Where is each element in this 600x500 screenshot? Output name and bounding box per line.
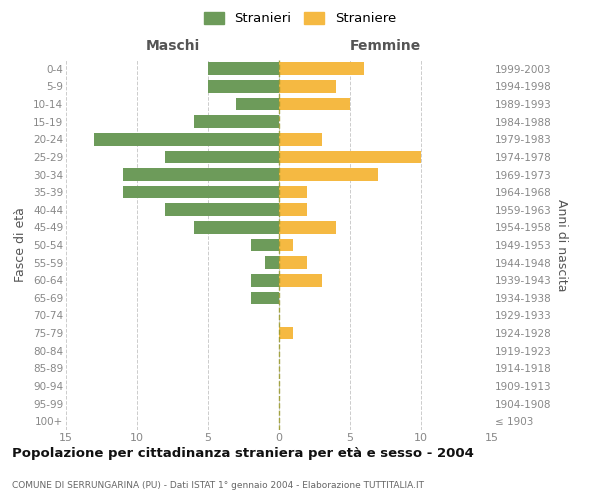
Bar: [279, 168, 379, 181]
Bar: [236, 98, 279, 110]
Bar: [279, 186, 307, 198]
Text: Femmine: Femmine: [350, 38, 421, 52]
Bar: [194, 221, 279, 234]
Bar: [208, 62, 279, 75]
Bar: [279, 327, 293, 340]
Bar: [279, 256, 307, 269]
Bar: [166, 204, 279, 216]
Bar: [279, 133, 322, 145]
Bar: [279, 150, 421, 163]
Bar: [123, 186, 279, 198]
Y-axis label: Anni di nascita: Anni di nascita: [555, 198, 568, 291]
Text: Maschi: Maschi: [145, 38, 200, 52]
Text: Popolazione per cittadinanza straniera per età e sesso - 2004: Popolazione per cittadinanza straniera p…: [12, 448, 474, 460]
Bar: [279, 274, 322, 286]
Bar: [279, 238, 293, 252]
Bar: [279, 62, 364, 75]
Bar: [194, 116, 279, 128]
Bar: [265, 256, 279, 269]
Bar: [208, 80, 279, 93]
Bar: [279, 204, 307, 216]
Bar: [279, 80, 336, 93]
Bar: [279, 221, 336, 234]
Bar: [251, 274, 279, 286]
Text: COMUNE DI SERRUNGARINA (PU) - Dati ISTAT 1° gennaio 2004 - Elaborazione TUTTITAL: COMUNE DI SERRUNGARINA (PU) - Dati ISTAT…: [12, 480, 424, 490]
Bar: [94, 133, 279, 145]
Bar: [251, 292, 279, 304]
Legend: Stranieri, Straniere: Stranieri, Straniere: [199, 6, 401, 30]
Bar: [123, 168, 279, 181]
Bar: [251, 238, 279, 252]
Bar: [166, 150, 279, 163]
Y-axis label: Fasce di età: Fasce di età: [14, 208, 28, 282]
Bar: [279, 98, 350, 110]
